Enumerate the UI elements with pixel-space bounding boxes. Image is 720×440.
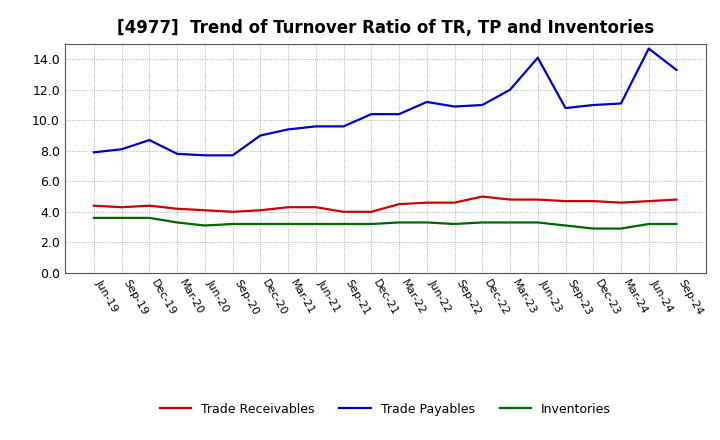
Inventories [395, 220, 403, 225]
Trade Payables [423, 99, 431, 105]
Inventories [478, 220, 487, 225]
Line: Inventories: Inventories [94, 218, 677, 228]
Inventories [284, 221, 292, 227]
Inventories [534, 220, 542, 225]
Trade Payables [395, 111, 403, 117]
Trade Payables [589, 103, 598, 108]
Trade Receivables [505, 197, 514, 202]
Trade Receivables [561, 198, 570, 204]
Trade Payables [450, 104, 459, 109]
Trade Payables [505, 87, 514, 92]
Trade Payables [339, 124, 348, 129]
Trade Payables [616, 101, 625, 106]
Inventories [145, 215, 154, 220]
Trade Receivables [173, 206, 181, 211]
Trade Receivables [312, 205, 320, 210]
Inventories [173, 220, 181, 225]
Trade Payables [145, 137, 154, 143]
Inventories [228, 221, 237, 227]
Trade Receivables [672, 197, 681, 202]
Inventories [117, 215, 126, 220]
Trade Receivables [201, 208, 210, 213]
Inventories [201, 223, 210, 228]
Title: [4977]  Trend of Turnover Ratio of TR, TP and Inventories: [4977] Trend of Turnover Ratio of TR, TP… [117, 19, 654, 37]
Trade Payables [256, 133, 265, 138]
Trade Receivables [228, 209, 237, 214]
Trade Receivables [423, 200, 431, 205]
Inventories [672, 221, 681, 227]
Trade Payables [478, 103, 487, 108]
Inventories [644, 221, 653, 227]
Inventories [561, 223, 570, 228]
Inventories [339, 221, 348, 227]
Inventories [367, 221, 376, 227]
Legend: Trade Receivables, Trade Payables, Inventories: Trade Receivables, Trade Payables, Inven… [155, 398, 616, 421]
Trade Receivables [616, 200, 625, 205]
Trade Receivables [339, 209, 348, 214]
Trade Payables [201, 153, 210, 158]
Line: Trade Payables: Trade Payables [94, 48, 677, 155]
Trade Payables [284, 127, 292, 132]
Trade Receivables [284, 205, 292, 210]
Trade Payables [228, 153, 237, 158]
Inventories [450, 221, 459, 227]
Trade Payables [312, 124, 320, 129]
Line: Trade Receivables: Trade Receivables [94, 197, 677, 212]
Trade Payables [367, 111, 376, 117]
Inventories [505, 220, 514, 225]
Trade Receivables [256, 208, 265, 213]
Trade Receivables [367, 209, 376, 214]
Trade Receivables [117, 205, 126, 210]
Inventories [616, 226, 625, 231]
Trade Payables [534, 55, 542, 60]
Trade Payables [173, 151, 181, 157]
Trade Receivables [145, 203, 154, 208]
Trade Receivables [534, 197, 542, 202]
Trade Receivables [395, 202, 403, 207]
Trade Receivables [589, 198, 598, 204]
Trade Receivables [478, 194, 487, 199]
Trade Payables [644, 46, 653, 51]
Inventories [256, 221, 265, 227]
Trade Receivables [89, 203, 98, 208]
Trade Payables [561, 106, 570, 111]
Inventories [423, 220, 431, 225]
Trade Payables [672, 67, 681, 73]
Trade Receivables [450, 200, 459, 205]
Trade Receivables [644, 198, 653, 204]
Trade Payables [117, 147, 126, 152]
Inventories [312, 221, 320, 227]
Trade Payables [89, 150, 98, 155]
Inventories [89, 215, 98, 220]
Inventories [589, 226, 598, 231]
